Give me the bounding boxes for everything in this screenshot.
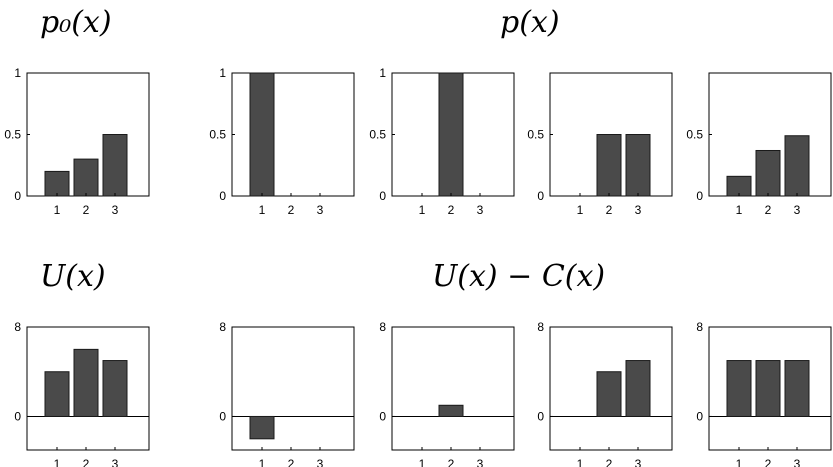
subplot-2: 1 2 3 0 0.5 1: [209, 66, 355, 217]
x-tick-label: 1: [736, 203, 743, 217]
y-tick-label: 0: [219, 409, 226, 423]
x-tick-label: 3: [317, 203, 324, 217]
y-tick-label: 0: [379, 409, 386, 423]
label-p: p(x): [500, 5, 560, 40]
plots-group: 1 2 3 0 0.5 1 1 2 3 0 0.5 1 1 2 3 0 0.5 1 1 2 3 0 0.5 1 2 3 0 0.5 1 2…: [4, 66, 832, 467]
x-tick-label: 1: [577, 457, 584, 467]
x-tick-label: 1: [259, 203, 266, 217]
bar-1: [249, 415, 275, 440]
bar-3: [102, 134, 128, 197]
x-tick-label: 3: [317, 457, 324, 467]
x-tick-label: 1: [419, 203, 426, 217]
x-tick-label: 1: [736, 457, 743, 467]
x-tick-label: 2: [83, 457, 90, 467]
bar-2: [596, 134, 622, 197]
y-tick-label: 8: [696, 320, 703, 334]
x-tick-label: 3: [635, 203, 642, 217]
y-tick-label: 1: [379, 66, 386, 80]
y-tick-label: 0.5: [209, 128, 226, 142]
x-tick-label: 3: [635, 457, 642, 467]
x-tick-label: 2: [83, 203, 90, 217]
y-tick-label: 1: [219, 66, 226, 80]
x-tick-label: 3: [794, 457, 801, 467]
x-tick-label: 1: [54, 457, 61, 467]
bar-1: [249, 72, 275, 197]
x-tick-label: 2: [448, 457, 455, 467]
y-tick-label: 0.5: [686, 128, 703, 142]
y-tick-label: 0.5: [4, 128, 21, 142]
x-tick-label: 2: [606, 457, 613, 467]
y-tick-label: 0: [14, 409, 21, 423]
bar-3: [784, 135, 810, 197]
label-u-minus-c: U(x) − C(x): [432, 259, 605, 294]
bar-2: [73, 158, 99, 197]
subplot-3: 1 2 3 0 0.5 1: [369, 66, 515, 217]
bar-3: [102, 360, 128, 417]
subplot-6: 1 2 3 0 8: [14, 320, 150, 467]
y-tick-label: 0: [219, 189, 226, 203]
x-tick-label: 3: [112, 457, 119, 467]
y-tick-label: 8: [14, 320, 21, 334]
bar-3: [784, 360, 810, 417]
y-tick-label: 0: [537, 189, 544, 203]
x-tick-label: 2: [606, 203, 613, 217]
x-tick-label: 1: [259, 457, 266, 467]
bar-2: [73, 348, 99, 417]
x-tick-label: 2: [765, 203, 772, 217]
y-tick-label: 0: [14, 189, 21, 203]
y-tick-label: 8: [537, 320, 544, 334]
subplot-5: 1 2 3 0 0.5: [686, 72, 832, 217]
bar-1: [726, 360, 752, 417]
x-tick-label: 1: [419, 457, 426, 467]
y-tick-label: 1: [14, 66, 21, 80]
bar-2: [755, 149, 781, 197]
y-tick-label: 0: [696, 409, 703, 423]
x-tick-label: 2: [288, 203, 295, 217]
y-tick-label: 0.5: [369, 128, 386, 142]
bar-3: [625, 360, 651, 417]
subplot-8: 1 2 3 0 8: [379, 320, 515, 467]
bar-2: [755, 360, 781, 417]
y-tick-label: 8: [219, 320, 226, 334]
x-tick-label: 3: [477, 203, 484, 217]
subplot-9: 1 2 3 0 8: [537, 320, 673, 467]
y-tick-label: 0: [537, 409, 544, 423]
bar-2: [438, 72, 464, 197]
x-tick-label: 1: [577, 203, 584, 217]
y-tick-label: 0: [696, 189, 703, 203]
x-tick-label: 2: [448, 203, 455, 217]
y-tick-label: 8: [379, 320, 386, 334]
label-p0: p₀(x): [40, 5, 112, 40]
x-tick-label: 1: [54, 203, 61, 217]
axes-box: [391, 326, 515, 451]
y-tick-label: 0.5: [527, 128, 544, 142]
y-tick-label: 0: [379, 189, 386, 203]
bar-1: [44, 371, 70, 417]
bar-2: [596, 371, 622, 417]
x-tick-label: 3: [477, 457, 484, 467]
subplot-1: 1 2 3 0 0.5 1: [4, 66, 150, 217]
x-tick-label: 3: [794, 203, 801, 217]
x-tick-label: 2: [288, 457, 295, 467]
x-tick-label: 3: [112, 203, 119, 217]
subplot-4: 1 2 3 0 0.5: [527, 72, 673, 217]
subplot-10: 1 2 3 0 8: [696, 320, 832, 467]
bar-3: [625, 134, 651, 197]
bar-2: [438, 404, 464, 417]
subplot-7: 1 2 3 0 8: [219, 320, 355, 467]
label-u: U(x): [40, 259, 106, 294]
bar-1: [44, 170, 70, 197]
x-tick-label: 2: [765, 457, 772, 467]
